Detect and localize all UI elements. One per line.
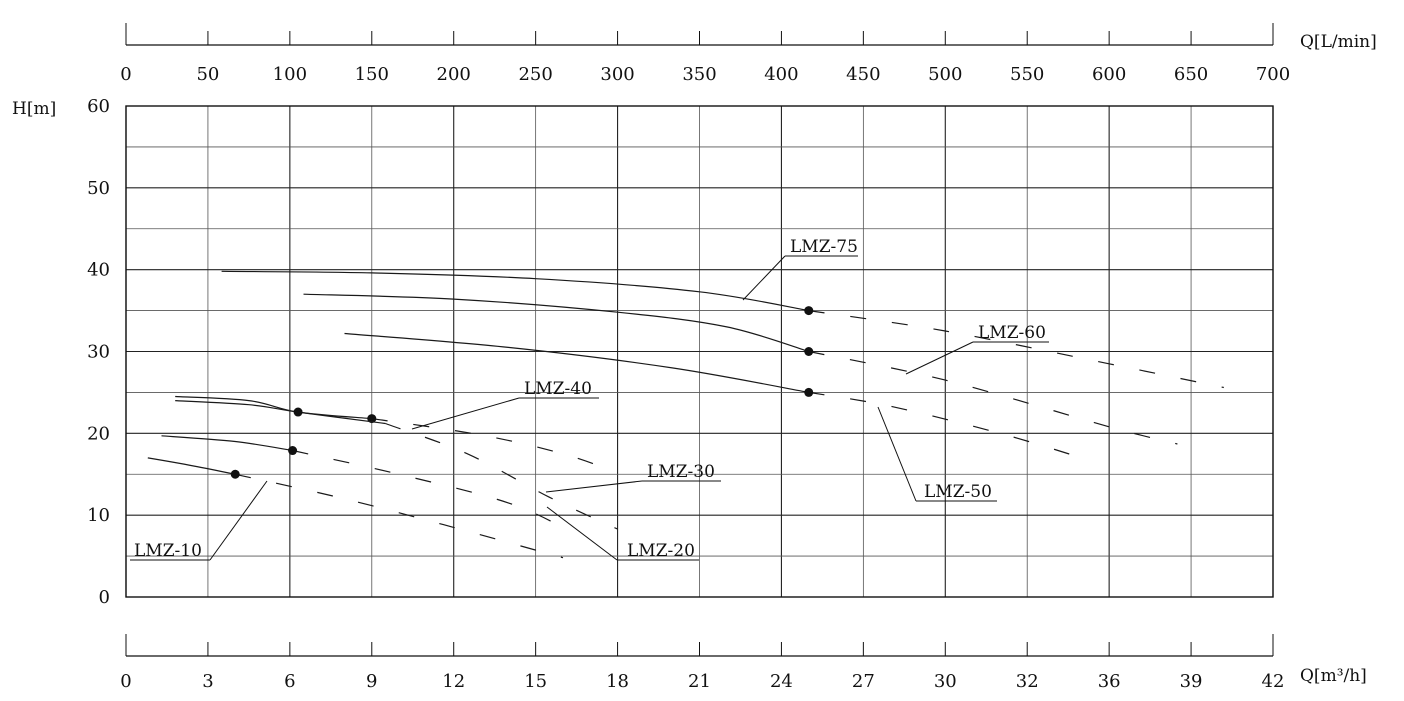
series-curve-dashed — [292, 449, 572, 533]
top-x-tick-label: 100 — [273, 64, 307, 85]
x-tick-label: 36 — [1098, 671, 1121, 692]
series-marker — [288, 446, 298, 456]
top-x-tick-label: 350 — [682, 64, 716, 85]
x-tick-label: 3 — [202, 671, 213, 692]
top-x-tick-label: 150 — [355, 64, 389, 85]
top-x-tick-label: 0 — [120, 64, 131, 85]
series-lmz-60 — [303, 293, 1178, 445]
x-tick-label: 15 — [524, 671, 547, 692]
series-curve-dashed — [808, 310, 1224, 389]
series-curve-solid — [147, 457, 236, 475]
label-leader-line — [742, 255, 786, 301]
series-label-text: LMZ-10 — [134, 541, 202, 561]
x-tick-label: 0 — [120, 671, 131, 692]
series-curve-solid — [175, 395, 372, 420]
x-axis-title: Q[m³/h] — [1300, 666, 1367, 686]
series-label-text: LMZ-75 — [790, 237, 858, 257]
series-curve-dashed — [808, 391, 1082, 459]
plot-frame — [125, 105, 1274, 598]
series-lmz-20 — [161, 435, 572, 533]
series-lmz-10 — [147, 457, 564, 559]
top-x-tick-label: 250 — [518, 64, 552, 85]
series-label-text: LMZ-40 — [524, 379, 592, 399]
top-x-axis-title: Q[L/min] — [1300, 32, 1377, 52]
series-label-lmz-40: LMZ-40 — [411, 379, 599, 430]
series-label-text: LMZ-20 — [627, 541, 695, 561]
series-label-lmz-60: LMZ-60 — [905, 323, 1049, 375]
axes-layer — [125, 23, 1274, 657]
series-lmz-40 — [175, 395, 618, 474]
top-x-tick-label: 650 — [1174, 64, 1208, 85]
x-tick-label: 32 — [1016, 671, 1039, 692]
series-curve-dashed — [385, 422, 618, 530]
series-label-lmz-50: LMZ-50 — [877, 406, 997, 502]
x-tick-label: 39 — [1180, 671, 1203, 692]
top-x-tick-label: 50 — [196, 64, 219, 85]
x-tick-label: 9 — [366, 671, 377, 692]
label-leader-line — [545, 480, 643, 493]
label-leader-line — [546, 506, 618, 561]
top-x-tick-label: 300 — [600, 64, 634, 85]
series-curve-dashed — [235, 473, 564, 559]
y-tick-label: 10 — [87, 505, 110, 526]
series-curve-solid — [175, 400, 386, 425]
series-lmz-30 — [175, 400, 618, 530]
series-marker — [293, 407, 303, 417]
series-marker — [804, 387, 814, 397]
label-leader-line — [905, 341, 974, 375]
top-x-tick-label: 450 — [846, 64, 880, 85]
y-tick-label: 0 — [99, 587, 110, 608]
series-label-text: LMZ-50 — [924, 482, 992, 502]
series-marker — [230, 469, 240, 479]
series-label-lmz-75: LMZ-75 — [742, 237, 858, 301]
y-axis-title: H[m] — [12, 99, 56, 119]
series-label-lmz-20: LMZ-20 — [546, 506, 699, 561]
series-curve-dashed — [371, 418, 618, 474]
label-leader-line — [411, 397, 520, 430]
top-x-tick-label: 400 — [764, 64, 798, 85]
top-x-tick-label: 700 — [1256, 64, 1290, 85]
y-tick-label: 60 — [87, 96, 110, 117]
series-marker — [804, 347, 814, 356]
series-curve-solid — [221, 270, 809, 312]
y-tick-label: 40 — [87, 260, 110, 281]
top-x-tick-label: 200 — [437, 64, 471, 85]
series-marker — [804, 306, 814, 316]
top-x-tick-label: 550 — [1010, 64, 1044, 85]
series-curve-solid — [344, 332, 809, 393]
x-tick-label: 42 — [1262, 671, 1285, 692]
y-tick-label: 20 — [87, 423, 110, 444]
series-label-text: LMZ-30 — [647, 462, 715, 482]
label-leader-line — [877, 406, 917, 502]
series-layer — [147, 270, 1224, 559]
series-curve-solid — [303, 293, 809, 353]
x-tick-label: 24 — [770, 671, 793, 692]
y-tick-label: 30 — [87, 342, 110, 363]
x-tick-label: 6 — [284, 671, 295, 692]
x-tick-label: 27 — [852, 671, 875, 692]
series-curve-solid — [161, 435, 293, 452]
x-tick-label: 12 — [442, 671, 465, 692]
series-label-lmz-30: LMZ-30 — [545, 462, 721, 493]
x-tick-label: 18 — [606, 671, 629, 692]
series-lmz-75 — [221, 270, 1224, 389]
series-label-lmz-10: LMZ-10 — [130, 480, 268, 561]
top-x-tick-label: 600 — [1092, 64, 1126, 85]
series-label-text: LMZ-60 — [978, 323, 1046, 343]
series-curve-dashed — [808, 350, 1178, 445]
x-tick-label: 21 — [688, 671, 711, 692]
top-x-tick-label: 500 — [928, 64, 962, 85]
grid-layer — [125, 105, 1274, 598]
x-tick-label: 30 — [934, 671, 957, 692]
label-leader-line — [209, 480, 268, 561]
y-tick-label: 50 — [87, 178, 110, 199]
series-lmz-50 — [344, 332, 1082, 459]
